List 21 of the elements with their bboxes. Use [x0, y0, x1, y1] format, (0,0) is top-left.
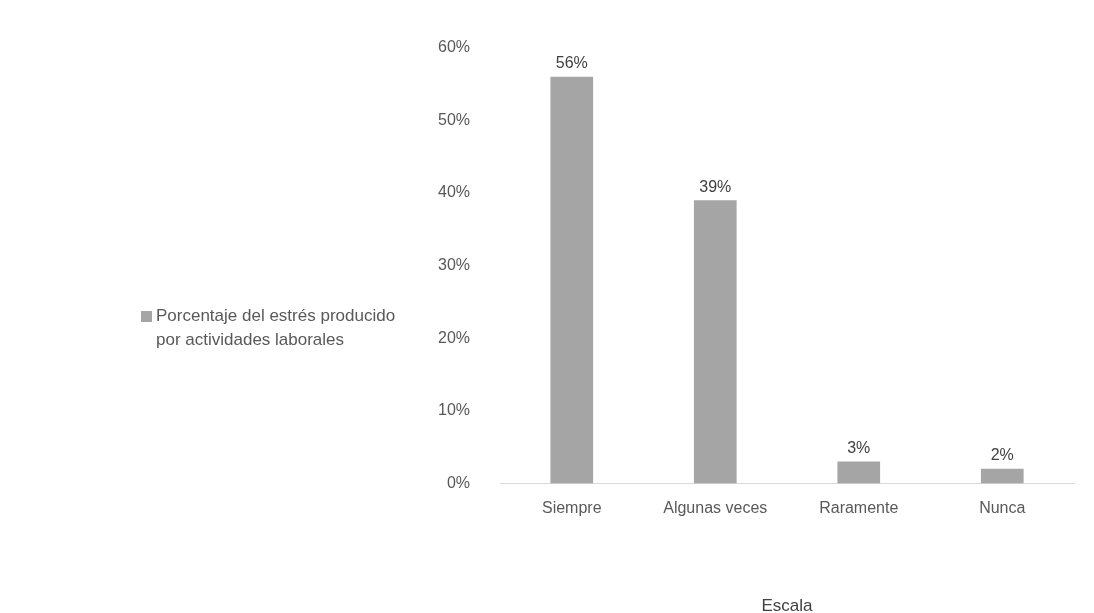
y-tick-label: 50%: [437, 110, 471, 128]
bar: [837, 461, 881, 484]
y-tick-label: 0%: [446, 473, 471, 491]
data-label: 56%: [555, 54, 588, 72]
data-label: 2%: [990, 446, 1014, 464]
y-tick-label: 40%: [437, 183, 471, 201]
data-label: 39%: [699, 177, 732, 195]
y-tick-label: 60%: [437, 38, 471, 56]
bar: [550, 76, 594, 484]
x-tick-label: Nunca: [979, 499, 1026, 517]
y-tick-label: 20%: [437, 328, 471, 346]
bar: [693, 200, 737, 484]
y-tick-label: 10%: [437, 401, 471, 419]
x-tick-label: Algunas veces: [663, 499, 768, 517]
y-tick-label: 30%: [437, 255, 471, 273]
legend-label: Porcentaje del estrés producido por actividades laborales: [156, 305, 397, 351]
bar: [980, 468, 1024, 484]
x-axis-title: Escala: [761, 596, 814, 613]
x-tick-label: Siempre: [541, 499, 602, 517]
data-label: 3%: [847, 439, 871, 457]
x-tick-label: Raramente: [819, 499, 899, 517]
